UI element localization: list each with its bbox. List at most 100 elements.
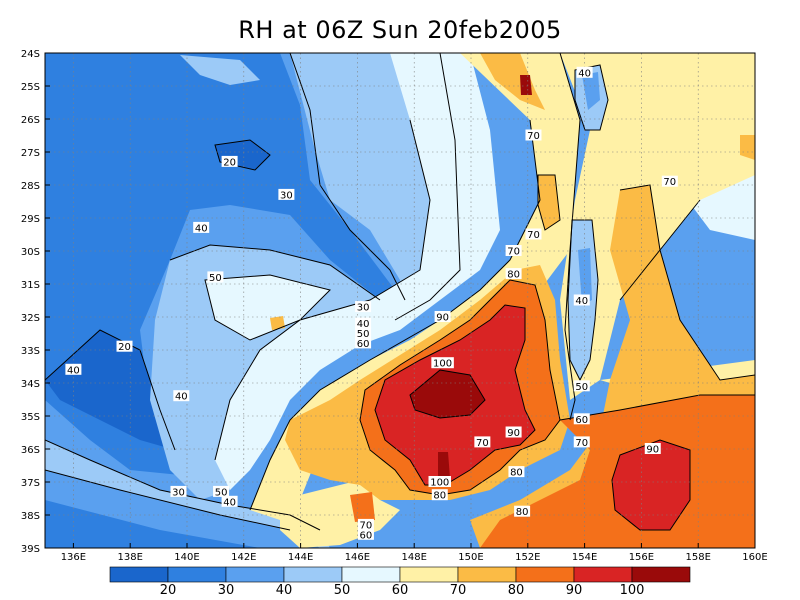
contour-label: 60 — [355, 337, 372, 350]
contour-label-text: 40 — [195, 223, 208, 234]
lat-tick-label: 37S — [21, 478, 40, 489]
lon-tick-label: 160E — [742, 552, 767, 563]
contour-label-text: 70 — [476, 438, 489, 449]
colorbar-swatch — [283, 566, 343, 583]
contour-label-bg — [644, 443, 661, 454]
contour-label: 30 — [355, 301, 372, 314]
contour-label-bg — [357, 518, 374, 530]
contour-label-text: 50 — [357, 329, 370, 340]
contour-label-bg — [221, 155, 238, 167]
colorbar-label: 20 — [160, 583, 177, 598]
contour-label-text: 30 — [280, 190, 293, 201]
lon-tick-label: 152E — [515, 552, 540, 563]
contour-label-bg — [65, 363, 82, 375]
contour-labels: 2030405030405060901008070707040704050607… — [65, 66, 678, 541]
lon-tick-label: 148E — [401, 552, 426, 563]
colorbar-label: 30 — [218, 583, 235, 598]
contour-label-bg — [207, 271, 224, 283]
lon-tick-label: 142E — [231, 552, 256, 563]
lon-tick-label: 150E — [458, 552, 483, 563]
contour-label-bg — [505, 245, 522, 256]
lon-tick-label: 144E — [288, 552, 313, 563]
lon-tick-label: 158E — [685, 552, 710, 563]
contour-label-text: 70 — [507, 247, 520, 258]
map-title: RH at 06Z Sun 20feb2005 — [238, 16, 562, 44]
contour-label: 90 — [644, 443, 661, 456]
contour-label-text: 80 — [510, 468, 523, 479]
contour-label-text: 100 — [433, 359, 452, 370]
contour-label-text: 70 — [663, 177, 676, 188]
contour-label-bg — [170, 485, 187, 497]
contour-label: 60 — [573, 413, 590, 426]
lat-tick-label: 33S — [21, 346, 40, 357]
contour-label-text: 40 — [175, 392, 188, 403]
colorbar-label: 50 — [334, 583, 351, 598]
colorbar-swatch — [225, 566, 285, 583]
lon-tick-label: 154E — [572, 552, 597, 563]
contour-label: 80 — [431, 489, 448, 502]
contour-label-text: 80 — [433, 491, 446, 502]
contour-label-bg — [505, 268, 522, 280]
contour-label-bg — [573, 380, 590, 392]
colorbar: 20 30 40 50 60 70 80 90 100 — [109, 566, 691, 598]
contour-label-text: 80 — [507, 270, 520, 281]
lat-lon-grid — [45, 53, 755, 548]
contour-label: 80 — [514, 505, 531, 518]
contour-label-bg — [431, 489, 448, 501]
contour-label-bg — [431, 357, 454, 369]
contour-label: 50 — [213, 485, 230, 498]
contour-label-text: 60 — [575, 415, 588, 426]
contour-label-text: 30 — [172, 487, 185, 498]
contour-label-bg — [576, 66, 593, 78]
contour-label-bg — [505, 426, 522, 438]
contour-label: 90 — [434, 311, 451, 324]
contour-label-text: 70 — [360, 520, 373, 531]
contour-label-bg — [355, 327, 372, 339]
colorbar-label: 80 — [508, 583, 525, 598]
contour-label-bg — [221, 495, 238, 507]
colorbar-swatch — [109, 566, 169, 583]
lon-tick-label: 146E — [345, 552, 370, 563]
colorbar-swatch — [399, 566, 459, 583]
contour-label-text: 80 — [516, 507, 529, 518]
contour-label: 40 — [193, 221, 210, 234]
lat-tick-label: 32S — [21, 313, 40, 324]
contour-label: 70 — [357, 518, 374, 531]
contour-label-bg — [525, 129, 542, 141]
contour-label-text: 70 — [527, 131, 540, 142]
contour-label: 70 — [525, 129, 542, 142]
contour-label: 70 — [573, 436, 590, 449]
lat-tick-label: 28S — [21, 181, 40, 192]
contour-label-bg — [474, 436, 491, 448]
colorbar-label: 40 — [276, 583, 293, 598]
lat-tick-label: 24S — [21, 49, 40, 60]
contour-label: 50 — [355, 327, 372, 340]
lon-tick-label: 136E — [61, 552, 86, 563]
contour-label-bg — [355, 301, 372, 313]
contour-label-text: 40 — [223, 497, 236, 508]
contour-label: 40 — [221, 495, 238, 508]
lat-tick-label: 25S — [21, 82, 40, 93]
contour-label-bg — [514, 505, 531, 517]
contour-label: 50 — [573, 380, 590, 393]
latitude-axis: 24S 25S 26S 27S 28S 29S 30S 31S 32S 33S 34S 35S 36S 3… — [21, 49, 50, 555]
contour-label-text: 60 — [357, 339, 370, 350]
map-frame — [44, 52, 756, 549]
contour-label: 40 — [355, 317, 372, 330]
lat-tick-label: 35S — [21, 412, 40, 423]
contour-label-bg — [428, 476, 452, 487]
lat-tick-label: 30S — [21, 247, 40, 258]
contour-label: 30 — [278, 188, 295, 201]
contour-label: 20 — [116, 340, 133, 353]
contour-label: 40 — [65, 363, 82, 376]
colorbar-label: 70 — [450, 583, 467, 598]
contour-label: 90 — [505, 426, 522, 439]
contour-label-text: 20 — [223, 157, 236, 168]
contour-label: 80 — [508, 466, 525, 479]
contour-label: 70 — [661, 175, 678, 188]
contour-label-bg — [355, 337, 372, 349]
longitude-axis: 136E 138E 140E 142E 144E 146E 148E 150E 152E 154E… — [61, 543, 768, 563]
lat-tick-label: 29S — [21, 214, 40, 225]
colorbar-label: 60 — [392, 583, 409, 598]
contour-label-bg — [116, 340, 133, 352]
